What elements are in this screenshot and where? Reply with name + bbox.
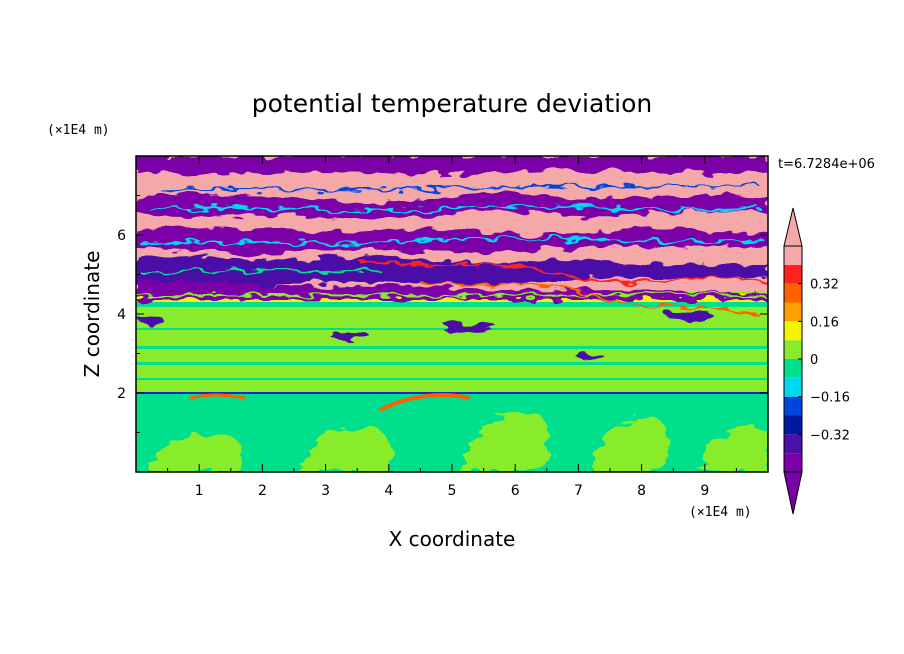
colorbar-tick-label: 0.16	[810, 315, 839, 330]
plume-region	[590, 417, 669, 472]
colorbar-segment	[784, 396, 802, 416]
colorbar-segment	[784, 321, 802, 341]
y-axis-label: Z coordinate	[80, 251, 104, 378]
x-tick-label: 3	[321, 483, 330, 499]
strat-band	[136, 346, 768, 349]
heatmap-field	[136, 156, 768, 472]
plume-region	[460, 412, 549, 472]
colorbar-segment	[784, 415, 802, 435]
filament	[139, 237, 765, 245]
colorbar-segment	[784, 377, 802, 397]
colorbar-segment	[784, 283, 802, 303]
x-tick-label: 8	[637, 483, 646, 499]
x-tick-label: 9	[700, 483, 709, 499]
patch	[330, 332, 370, 340]
patch	[576, 353, 604, 359]
colorbar-segment	[784, 264, 802, 284]
colorbar-segment	[784, 359, 802, 378]
lower-plumes	[150, 412, 768, 472]
warm-band	[136, 302, 768, 307]
plume-region	[150, 434, 243, 472]
x-tick-label: 5	[448, 483, 457, 499]
x-tick-label: 2	[258, 483, 267, 499]
y-tick-label: 4	[117, 307, 126, 323]
cold-band	[136, 227, 768, 254]
colorbar-tick-label: 0	[810, 353, 818, 368]
cold-band	[136, 156, 768, 176]
colorbar-tick-label: 0.32	[810, 278, 839, 293]
y-axis: 2 4 6	[117, 195, 768, 433]
cold-band	[136, 256, 768, 286]
colorbar: 0.32 0.16 0 −0.16 −0.32	[783, 207, 850, 515]
warm-streak	[189, 393, 246, 400]
strat-band	[136, 362, 768, 365]
time-label: t=6.7284e+06	[778, 157, 875, 172]
strat-band	[136, 378, 768, 380]
filament	[136, 292, 768, 298]
y-unit-label: (×1E4 m)	[47, 123, 110, 138]
patch	[442, 323, 498, 333]
x-unit-label: (×1E4 m)	[689, 505, 752, 520]
colorbar-segment	[784, 340, 802, 359]
colorbar-extend-top	[783, 207, 803, 247]
filament	[359, 261, 768, 283]
y-tick-label: 6	[117, 228, 126, 244]
upper-turbulence	[136, 156, 768, 300]
x-tick-label: 4	[384, 483, 393, 499]
colorbar-segment	[784, 302, 802, 322]
plume-region	[700, 427, 768, 472]
plume-region	[300, 427, 393, 472]
patch	[666, 312, 714, 320]
colorbar-segment	[784, 434, 802, 454]
chart-title: potential temperature deviation	[252, 89, 652, 118]
inversion-line	[136, 392, 768, 394]
warm-streak	[379, 393, 471, 412]
colorbar-segment	[784, 453, 802, 472]
colorbar-segment	[784, 246, 802, 265]
x-tick-label: 6	[511, 483, 520, 499]
cold-patches	[136, 312, 714, 359]
filament	[139, 269, 381, 273]
colorbar-tick-label: −0.16	[810, 391, 850, 406]
x-axis-label: X coordinate	[389, 527, 516, 551]
cold-band	[136, 193, 768, 220]
colorbar-extend-bottom	[783, 471, 803, 515]
filament	[149, 205, 761, 211]
x-axis: 1 2 3 4 5 6 7 8 9	[167, 156, 737, 499]
colorbar-tick-label: −0.32	[810, 428, 850, 443]
y-tick-label: 2	[117, 386, 126, 402]
filament	[159, 185, 761, 192]
x-tick-label: 7	[574, 483, 583, 499]
x-tick-label: 1	[195, 483, 204, 499]
patch	[136, 316, 164, 324]
filament	[419, 281, 761, 317]
warm-filaments	[136, 185, 768, 317]
